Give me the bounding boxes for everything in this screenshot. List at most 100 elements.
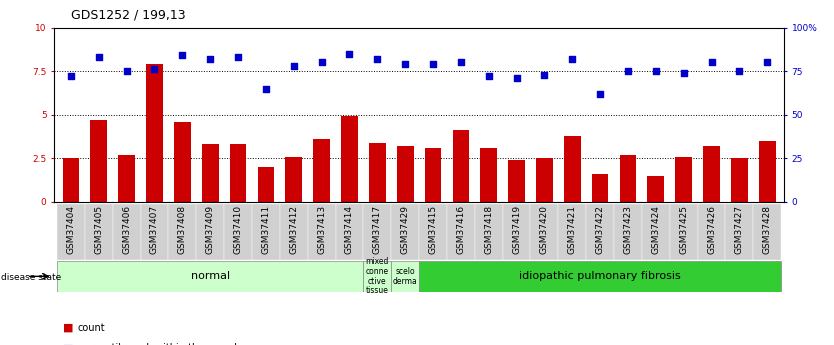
Bar bbox=[753, 204, 781, 260]
Point bbox=[64, 73, 78, 79]
Point bbox=[565, 56, 579, 62]
Text: GSM37419: GSM37419 bbox=[512, 205, 521, 254]
Point bbox=[538, 72, 551, 77]
Bar bbox=[168, 204, 196, 260]
Text: GSM37429: GSM37429 bbox=[400, 205, 409, 254]
Text: GSM37411: GSM37411 bbox=[261, 205, 270, 254]
Text: GSM37414: GSM37414 bbox=[345, 205, 354, 254]
Text: percentile rank within the sample: percentile rank within the sample bbox=[78, 344, 243, 345]
Bar bbox=[229, 144, 246, 202]
Bar bbox=[536, 158, 553, 202]
Bar bbox=[113, 204, 141, 260]
Bar bbox=[592, 174, 609, 202]
Bar bbox=[419, 261, 781, 292]
Point bbox=[370, 56, 384, 62]
Bar bbox=[419, 204, 447, 260]
Bar bbox=[614, 204, 642, 260]
Bar bbox=[224, 204, 252, 260]
Bar bbox=[453, 130, 470, 202]
Bar bbox=[447, 204, 475, 260]
Bar bbox=[530, 204, 558, 260]
Text: GSM37424: GSM37424 bbox=[651, 205, 661, 254]
Point bbox=[594, 91, 607, 97]
Text: GSM37426: GSM37426 bbox=[707, 205, 716, 254]
Text: GSM37409: GSM37409 bbox=[206, 205, 214, 254]
Bar bbox=[341, 117, 358, 202]
Point bbox=[510, 75, 523, 81]
Bar bbox=[503, 204, 530, 260]
Point bbox=[203, 56, 217, 62]
Text: GSM37417: GSM37417 bbox=[373, 205, 382, 254]
Bar bbox=[586, 204, 614, 260]
Bar bbox=[642, 204, 670, 260]
Point bbox=[455, 60, 468, 65]
Bar bbox=[174, 122, 191, 202]
Bar bbox=[620, 155, 636, 202]
Bar bbox=[280, 204, 308, 260]
Bar bbox=[397, 146, 414, 202]
Point bbox=[399, 61, 412, 67]
Text: ■: ■ bbox=[63, 344, 73, 345]
Point bbox=[761, 60, 774, 65]
Text: GSM37407: GSM37407 bbox=[150, 205, 159, 254]
Text: GSM37415: GSM37415 bbox=[429, 205, 438, 254]
Bar bbox=[480, 148, 497, 202]
Bar bbox=[703, 146, 720, 202]
Point bbox=[705, 60, 718, 65]
Bar bbox=[118, 155, 135, 202]
Text: ■: ■ bbox=[63, 323, 73, 333]
Text: GSM37427: GSM37427 bbox=[735, 205, 744, 254]
Point bbox=[426, 61, 440, 67]
Text: GSM37406: GSM37406 bbox=[122, 205, 131, 254]
Point bbox=[176, 53, 189, 58]
Bar bbox=[57, 204, 85, 260]
Bar bbox=[196, 204, 224, 260]
Bar bbox=[308, 204, 335, 260]
Point bbox=[315, 60, 329, 65]
Bar bbox=[676, 157, 692, 202]
Bar bbox=[285, 157, 302, 202]
Bar bbox=[364, 261, 391, 292]
Text: GSM37418: GSM37418 bbox=[485, 205, 493, 254]
Bar bbox=[141, 204, 168, 260]
Text: scelo
derma: scelo derma bbox=[393, 267, 418, 286]
Text: mixed
conne
ctive
tissue: mixed conne ctive tissue bbox=[365, 257, 389, 295]
Bar bbox=[335, 204, 364, 260]
Bar bbox=[475, 204, 503, 260]
Text: GSM37410: GSM37410 bbox=[234, 205, 243, 254]
Point bbox=[343, 51, 356, 57]
Text: GSM37421: GSM37421 bbox=[568, 205, 577, 254]
Point bbox=[259, 86, 273, 91]
Point bbox=[482, 73, 495, 79]
Text: idiopathic pulmonary fibrosis: idiopathic pulmonary fibrosis bbox=[520, 272, 681, 281]
Text: count: count bbox=[78, 323, 105, 333]
Bar bbox=[63, 158, 79, 202]
Text: GSM37423: GSM37423 bbox=[624, 205, 632, 254]
Bar bbox=[202, 144, 219, 202]
Text: GSM37416: GSM37416 bbox=[456, 205, 465, 254]
Bar bbox=[391, 204, 419, 260]
Bar bbox=[425, 148, 441, 202]
Bar bbox=[252, 204, 280, 260]
Text: GSM37428: GSM37428 bbox=[763, 205, 771, 254]
Bar bbox=[558, 204, 586, 260]
Bar bbox=[258, 167, 274, 202]
Bar bbox=[314, 139, 330, 202]
Bar bbox=[146, 64, 163, 202]
Text: GSM37405: GSM37405 bbox=[94, 205, 103, 254]
Text: normal: normal bbox=[191, 272, 229, 281]
Bar bbox=[90, 120, 107, 202]
Bar bbox=[731, 158, 748, 202]
Point bbox=[649, 68, 662, 74]
Point bbox=[621, 68, 635, 74]
Bar bbox=[85, 204, 113, 260]
Bar bbox=[57, 261, 364, 292]
Text: GSM37422: GSM37422 bbox=[595, 205, 605, 254]
Point bbox=[287, 63, 300, 69]
Text: GSM37413: GSM37413 bbox=[317, 205, 326, 254]
Point bbox=[120, 68, 133, 74]
Point bbox=[231, 55, 244, 60]
Point bbox=[148, 67, 161, 72]
Point bbox=[92, 55, 105, 60]
Bar bbox=[759, 141, 776, 202]
